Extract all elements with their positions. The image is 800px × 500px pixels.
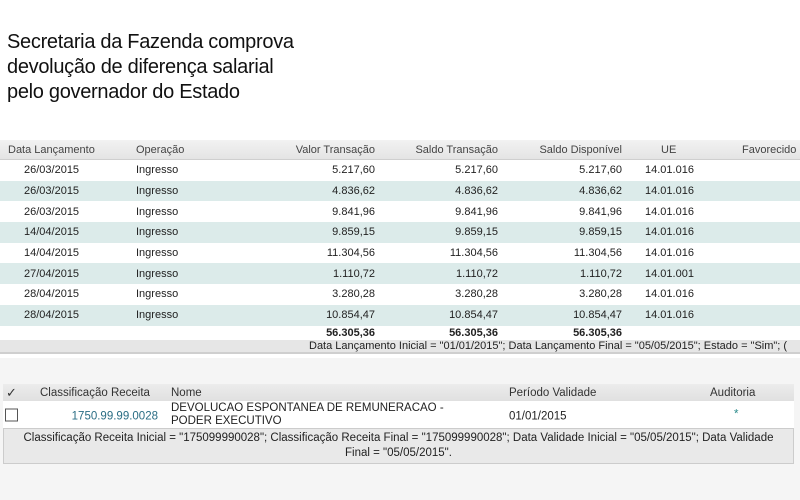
name-line: PODER EXECUTIVO (171, 414, 282, 427)
cell-saldo-disponivel: 10.854,47 (573, 309, 622, 322)
col-ue[interactable]: UE (661, 143, 677, 156)
cell-operation: Ingresso (136, 267, 179, 280)
transactions-grid: Data Lançamento Operação Valor Transação… (0, 140, 800, 354)
cell-saldo-disponivel: 11.304,56 (573, 247, 622, 260)
cell-ue: 14.01.016 (645, 309, 694, 322)
cell-saldo-disponivel: 9.841,96 (579, 205, 622, 218)
revenue-panel: ✓ Classificação Receita Nome Período Val… (0, 358, 800, 500)
revenue-filter-summary: Classificação Receita Inicial = "1750999… (3, 428, 794, 464)
total-valor: 56.305,36 (326, 326, 375, 339)
cell-operation: Ingresso (136, 164, 179, 177)
table-row[interactable]: 26/03/2015 Ingresso 5.217,60 5.217,60 5.217,… (0, 160, 800, 181)
table-row[interactable]: 14/04/2015 Ingresso 9.859,15 9.859,15 9.859,… (0, 222, 800, 243)
col-periodo[interactable]: Período Validade (509, 386, 597, 399)
col-saldo-transacao[interactable]: Saldo Transação (415, 143, 498, 156)
cell-date: 28/04/2015 (24, 288, 80, 301)
total-saldo-transacao: 56.305,36 (449, 326, 498, 339)
table-row[interactable]: 28/04/2015 Ingresso 10.854,47 10.854,47 10.8… (0, 304, 800, 326)
revenue-name: DEVOLUCAO ESPONTANEA DE REMUNERACAO - PO… (171, 402, 444, 428)
cell-ue: 14.01.016 (645, 185, 694, 198)
cell-saldo-disponivel: 3.280,28 (579, 288, 622, 301)
cell-saldo-transacao: 1.110,72 (455, 267, 498, 280)
cell-valor: 10.854,47 (326, 309, 375, 322)
cell-valor: 1.110,72 (332, 267, 375, 280)
cell-operation: Ingresso (136, 205, 179, 218)
table-row[interactable]: 14/04/2015 Ingresso 11.304,56 11.304,56 11.3… (0, 243, 800, 264)
headline: Secretaria da Fazenda comprova devolução… (7, 30, 294, 105)
cell-ue: 14.01.016 (645, 247, 694, 260)
cell-valor: 9.859,15 (332, 226, 375, 239)
cell-operation: Ingresso (136, 247, 179, 260)
revenue-header: ✓ Classificação Receita Nome Período Val… (3, 384, 794, 401)
col-saldo-disponivel[interactable]: Saldo Disponível (539, 143, 622, 156)
cell-operation: Ingresso (136, 288, 179, 301)
cell-ue: 14.01.016 (645, 226, 694, 239)
total-saldo-disponivel: 56.305,36 (573, 326, 622, 339)
cell-saldo-disponivel: 1.110,72 (579, 267, 622, 280)
cell-date: 28/04/2015 (24, 309, 80, 322)
validity-period: 01/01/2015 (509, 410, 567, 423)
cell-date: 26/03/2015 (24, 164, 80, 177)
col-data-lancamento[interactable]: Data Lançamento (8, 143, 95, 156)
filter-summary: Data Lançamento Inicial = "01/01/2015"; … (0, 339, 800, 354)
cell-date: 26/03/2015 (24, 205, 80, 218)
cell-saldo-transacao: 5.217,60 (455, 164, 498, 177)
cell-ue: 14.01.016 (645, 205, 694, 218)
cell-saldo-transacao: 3.280,28 (455, 288, 498, 301)
cell-date: 14/04/2015 (24, 247, 80, 260)
headline-line: devolução de diferença salarial (7, 56, 274, 78)
col-nome[interactable]: Nome (171, 386, 202, 399)
revenue-row[interactable]: 1750.99.99.0028 DEVOLUCAO ESPONTANEA DE … (3, 401, 794, 428)
cell-valor: 11.304,56 (326, 247, 375, 260)
headline-line: Secretaria da Fazenda comprova (7, 31, 294, 53)
totals-row: 56.305,36 56.305,36 56.305,36 (0, 326, 800, 340)
row-checkbox[interactable] (5, 408, 18, 421)
cell-saldo-disponivel: 9.859,15 (579, 226, 622, 239)
cell-saldo-transacao: 9.841,96 (455, 205, 498, 218)
col-operacao[interactable]: Operação (136, 143, 185, 156)
cell-saldo-transacao: 4.836,62 (455, 185, 498, 198)
cell-valor: 5.217,60 (332, 164, 375, 177)
cell-date: 14/04/2015 (24, 226, 80, 239)
cell-ue: 14.01.001 (645, 267, 694, 280)
cell-saldo-transacao: 9.859,15 (455, 226, 498, 239)
cell-valor: 9.841,96 (332, 205, 375, 218)
table-row[interactable]: 26/03/2015 Ingresso 4.836,62 4.836,62 4.836,… (0, 180, 800, 202)
cell-date: 26/03/2015 (24, 185, 80, 198)
col-classificacao[interactable]: Classificação Receita (40, 386, 150, 399)
cell-operation: Ingresso (136, 185, 179, 198)
cell-saldo-transacao: 11.304,56 (449, 247, 498, 260)
cell-saldo-disponivel: 5.217,60 (579, 164, 622, 177)
headline-line: pelo governador do Estado (7, 81, 240, 103)
col-auditoria[interactable]: Auditoria (710, 386, 756, 399)
cell-operation: Ingresso (136, 226, 179, 239)
table-row[interactable]: 27/04/2015 Ingresso 1.110,72 1.110,72 1.110,… (0, 263, 800, 285)
col-favorecido[interactable]: Favorecido (742, 143, 797, 156)
table-row[interactable]: 26/03/2015 Ingresso 9.841,96 9.841,96 9.841,… (0, 201, 800, 222)
cell-operation: Ingresso (136, 309, 179, 322)
cell-ue: 14.01.016 (645, 164, 694, 177)
cell-valor: 3.280,28 (332, 288, 375, 301)
grid-header: Data Lançamento Operação Valor Transação… (0, 140, 800, 160)
name-line: DEVOLUCAO ESPONTANEA DE REMUNERACAO - (171, 401, 444, 414)
cell-saldo-disponivel: 4.836,62 (579, 185, 622, 198)
checkmark-icon[interactable]: ✓ (6, 384, 17, 400)
cell-valor: 4.836,62 (332, 185, 375, 198)
cell-ue: 14.01.016 (645, 288, 694, 301)
cell-saldo-transacao: 10.854,47 (449, 309, 498, 322)
table-row[interactable]: 28/04/2015 Ingresso 3.280,28 3.280,28 3.280,… (0, 284, 800, 305)
col-valor-transacao[interactable]: Valor Transação (295, 143, 375, 156)
classification-code[interactable]: 1750.99.99.0028 (71, 410, 158, 423)
filter-text: Data Lançamento Inicial = "01/01/2015"; … (309, 339, 788, 352)
revenue-grid: ✓ Classificação Receita Nome Período Val… (3, 384, 794, 464)
audit-mark: * (734, 408, 739, 420)
cell-date: 27/04/2015 (24, 267, 80, 280)
